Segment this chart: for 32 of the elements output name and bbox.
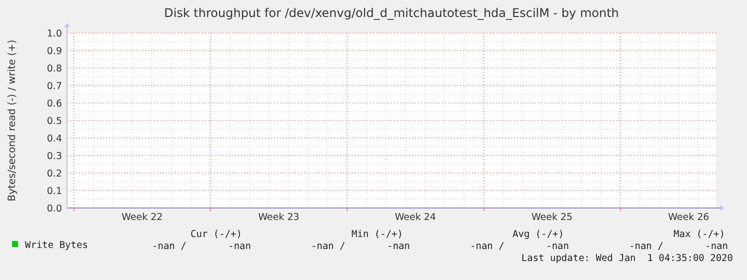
text: Cur (-/+)	[190, 229, 242, 240]
text: -nan /	[629, 241, 664, 252]
y-tick-label: 0.6	[46, 98, 62, 110]
text: -nan	[228, 241, 251, 252]
y-tick-label: 0.3	[46, 150, 62, 162]
x-tick-label: Week 22	[122, 212, 163, 223]
text: -nan	[705, 241, 728, 252]
text: -nan	[546, 241, 569, 252]
y-axis-title: Bytes/second read (-) / write (+)	[7, 40, 18, 202]
x-tick-label: Week 25	[531, 212, 573, 223]
x-tick-label: Week 23	[258, 212, 300, 223]
text: Avg (-/+)	[512, 229, 564, 240]
text: -nan	[387, 241, 410, 252]
y-tick-label: 1.0	[46, 28, 62, 40]
y-tick-label: 0.9	[46, 46, 62, 57]
legend-label: Write Bytes	[25, 240, 88, 251]
text: -nan /	[152, 241, 186, 252]
chart-title: Disk throughput for /dev/xenvg/old_d_mitchautotest_hda_EscilM - by month	[164, 6, 619, 20]
x-tick-label: Week 24	[394, 212, 436, 223]
y-tick-label: 0.1	[46, 186, 62, 197]
x-tick-label: Week 26	[668, 212, 710, 223]
y-tick-label: 0.7	[46, 80, 62, 92]
y-tick-label: 0.2	[46, 168, 62, 180]
y-tick-label: 0.5	[46, 116, 62, 127]
text: -nan /	[311, 241, 346, 252]
text: Max (-/+)	[674, 229, 725, 240]
text: -nan /	[470, 241, 504, 252]
text: Last update: Wed Jan 1 04:35:00 2020	[521, 253, 734, 264]
y-tick-label: 0.4	[46, 133, 62, 144]
y-tick-label: 0.0	[46, 203, 62, 214]
text: Min (-/+)	[352, 229, 403, 240]
y-tick-label: 0.8	[46, 63, 62, 74]
